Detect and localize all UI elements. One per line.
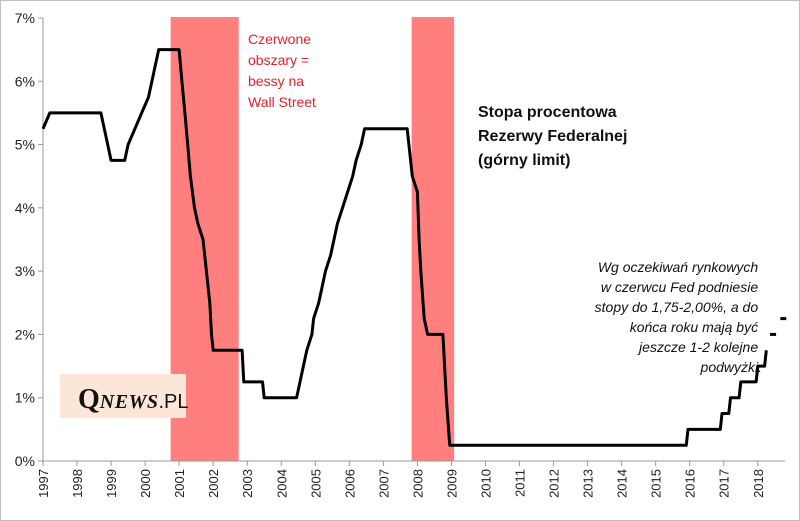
y-tick-label: 3% bbox=[15, 263, 35, 279]
x-tick-label: 2018 bbox=[751, 469, 766, 498]
x-tick-label: 2015 bbox=[649, 469, 664, 498]
series-lines bbox=[41, 48, 768, 447]
y-tick-label: 1% bbox=[15, 390, 35, 406]
x-tick-label: 2010 bbox=[478, 469, 493, 498]
x-tick-label: 1998 bbox=[70, 469, 85, 498]
expected-points bbox=[770, 317, 787, 336]
x-tick-label: 2006 bbox=[342, 469, 357, 498]
recession-note: Czerwone obszary = bessy na Wall Street bbox=[248, 31, 316, 110]
logo-news: NEWS bbox=[99, 391, 159, 413]
y-tick-label: 2% bbox=[15, 326, 35, 342]
chart-title: Stopa procentowa Rezerwy Federalnej (gór… bbox=[478, 104, 632, 169]
x-tick-label: 2016 bbox=[683, 469, 698, 498]
x-tick-label: 2005 bbox=[308, 469, 323, 498]
x-tick-label: 2013 bbox=[581, 469, 596, 498]
x-tick-labels: 1997 1998 1999 2000 2001 2002 2003 2004 2005 2006… bbox=[36, 469, 766, 498]
y-tick-label: 5% bbox=[15, 137, 35, 153]
logo-background bbox=[60, 374, 186, 418]
x-tick-label: 1997 bbox=[36, 469, 51, 498]
y-tick-label: 0% bbox=[15, 453, 35, 469]
axes bbox=[38, 17, 785, 466]
x-tick-label: 2009 bbox=[444, 469, 459, 498]
x-tick-label: 2014 bbox=[615, 469, 630, 498]
qnews-logo: QNEWS.PL bbox=[78, 384, 189, 416]
y-tick-label: 4% bbox=[15, 200, 35, 216]
x-tick-label: 2012 bbox=[547, 469, 562, 498]
logo-q: Q bbox=[78, 384, 100, 415]
series-line-1 bbox=[41, 48, 768, 447]
x-tick-label: 2007 bbox=[376, 469, 391, 498]
x-tick-label: 2004 bbox=[274, 469, 289, 498]
x-tick-label: 2008 bbox=[410, 469, 425, 498]
x-tick-label: 2000 bbox=[138, 469, 153, 498]
x-tick-label: 2011 bbox=[513, 469, 528, 497]
x-tick-label: 2002 bbox=[206, 469, 221, 498]
y-tick-labels: 0% 1% 2% 3% 4% 5% 6% 7% bbox=[15, 10, 35, 469]
expectation-note: Wg oczekiwań rynkowych w czerwcu Fed pod… bbox=[595, 259, 762, 375]
x-tick-label: 1999 bbox=[104, 469, 119, 498]
x-tick-label: 2003 bbox=[240, 469, 255, 498]
logo-pl: .PL bbox=[158, 391, 189, 413]
y-tick-label: 6% bbox=[15, 73, 35, 89]
x-tick-label: 2001 bbox=[172, 469, 187, 498]
x-tick-label: 2017 bbox=[717, 469, 732, 498]
y-tick-label: 7% bbox=[15, 10, 35, 26]
